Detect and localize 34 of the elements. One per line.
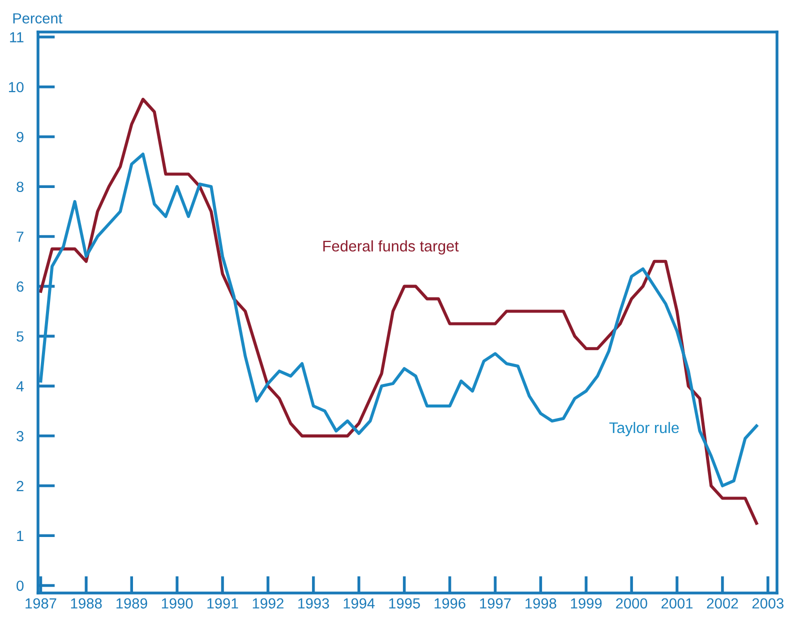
x-tick-label: 1999 bbox=[571, 598, 602, 609]
y-tick-label: 5 bbox=[16, 331, 24, 342]
x-tick-label: 2003 bbox=[752, 598, 784, 609]
x-tick-label: 1994 bbox=[344, 598, 375, 609]
x-tick-label: 1987 bbox=[26, 598, 56, 609]
y-tick-label: 1 bbox=[17, 530, 24, 541]
y-tick-label: 11 bbox=[10, 32, 24, 42]
x-tick-label: 1996 bbox=[434, 598, 466, 609]
y-tick-label: 9 bbox=[16, 132, 24, 142]
y-tick-label: 6 bbox=[16, 281, 24, 292]
x-tick-label: 1991 bbox=[207, 598, 238, 609]
x-tick-label: 1990 bbox=[162, 598, 193, 609]
x-tick-label: 2000 bbox=[616, 598, 648, 609]
x-tick-label: 1998 bbox=[526, 598, 556, 609]
line-series bbox=[39, 98, 758, 525]
x-tick-label: 2002 bbox=[706, 598, 738, 609]
series-label: Taylor rule bbox=[609, 422, 679, 436]
y-tick-label: 8 bbox=[16, 182, 24, 192]
line-series bbox=[39, 152, 758, 488]
x-tick-label: 1993 bbox=[298, 598, 329, 609]
x-tick-label: 1989 bbox=[116, 598, 148, 609]
y-axis-title: Percent bbox=[13, 13, 62, 24]
y-tick-label: 0 bbox=[16, 580, 24, 591]
y-tick-label: 7 bbox=[16, 232, 24, 242]
y-tick-label: 4 bbox=[16, 381, 24, 392]
x-tick-label: 1997 bbox=[480, 598, 511, 609]
x-tick-label: 1995 bbox=[389, 598, 420, 609]
text: Federal funds target bbox=[323, 240, 459, 255]
y-tick-label: 2 bbox=[16, 480, 24, 492]
y-tick-label: 10 bbox=[9, 82, 24, 92]
y-tick-label: 3 bbox=[16, 431, 24, 442]
x-tick-label: 1988 bbox=[71, 598, 102, 609]
x-tick-label: 1992 bbox=[252, 598, 284, 609]
x-tick-label: 2001 bbox=[662, 598, 693, 609]
